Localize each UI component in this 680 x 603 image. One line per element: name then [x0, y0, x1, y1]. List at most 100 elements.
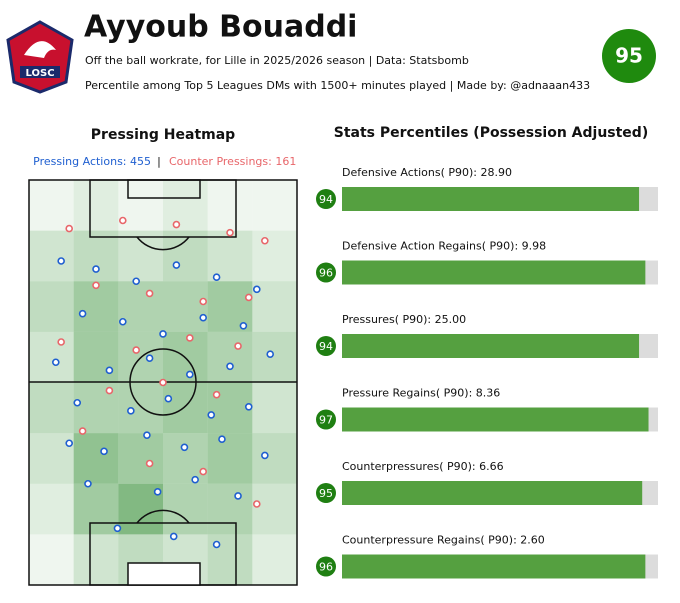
action-point: [172, 261, 181, 269]
stat-label: Defensive Actions( P90): 28.90: [342, 166, 512, 179]
action-point: [218, 435, 226, 444]
heat-cell: [207, 180, 253, 231]
heat-cell: [73, 483, 119, 535]
action-point: [105, 366, 114, 375]
action-point: [105, 386, 114, 395]
bar: [342, 260, 646, 285]
heat-cell: [73, 281, 119, 332]
bar-chart: Defensive Actions( P90): 28.90 94 Defensiv…: [316, 166, 658, 579]
heat-cell: [252, 230, 297, 282]
heat-cell: [252, 534, 297, 585]
action-point: [132, 346, 140, 354]
action-point: [186, 334, 194, 342]
action-point: [199, 313, 207, 322]
percentile-label: 94: [319, 340, 333, 353]
heat-cell: [207, 230, 253, 282]
action-point: [153, 488, 162, 496]
action-point: [84, 479, 92, 488]
heatmap-title: Pressing Heatmap: [91, 127, 235, 143]
action-point: [92, 265, 100, 273]
percentile-badge: [316, 483, 336, 503]
action-point: [191, 475, 199, 484]
heat-cell: [29, 230, 74, 282]
action-point: [159, 330, 167, 338]
action-point: [212, 390, 221, 399]
percentile-badge: [316, 556, 336, 577]
heat-cell: [163, 483, 208, 535]
bar: [342, 554, 646, 579]
heat-cell: [73, 433, 119, 484]
action-point: [169, 532, 178, 541]
heat-cell: [163, 230, 208, 282]
bar: [342, 334, 640, 358]
heat-cell: [73, 230, 119, 282]
heat-cell: [29, 382, 74, 434]
bars-title: Stats Percentiles (Possession Adjusted): [334, 125, 648, 141]
stat-label: Counterpressures( P90): 6.66: [342, 460, 504, 473]
action-point: [132, 277, 140, 286]
stat-label: Pressures( P90): 25.00: [342, 313, 466, 326]
action-point: [65, 439, 73, 448]
action-point: [266, 350, 275, 358]
action-point: [92, 281, 100, 290]
heat-cell: [163, 382, 208, 434]
heat-cell: [73, 331, 119, 383]
action-point: [234, 492, 242, 500]
title: Ayyoub Bouaddi: [84, 10, 357, 45]
heat-cell: [252, 331, 297, 383]
action-point: [164, 394, 173, 403]
action-point: [145, 354, 154, 363]
action-point: [127, 407, 135, 415]
percentile-label: 95: [319, 487, 333, 500]
heat-cell: [252, 483, 297, 535]
heat-cell: [252, 180, 297, 231]
note: Percentile among Top 5 Leagues DMs with …: [85, 79, 590, 92]
action-point: [234, 342, 242, 350]
percentile-label: 94: [319, 193, 333, 206]
heat-cell: [118, 230, 163, 282]
action-point: [57, 257, 65, 265]
heat-cell: [163, 433, 208, 484]
action-point: [239, 321, 248, 330]
action-point: [57, 338, 65, 346]
logo-dog: [24, 41, 56, 58]
action-point: [159, 378, 167, 387]
bar: [342, 407, 649, 432]
action-point: [119, 317, 127, 326]
percentile-badge: [316, 409, 336, 430]
rating: 95: [615, 44, 643, 68]
action-point: [261, 451, 269, 460]
action-point: [113, 524, 122, 533]
percentile-label: 96: [319, 561, 333, 574]
heat-cell: [252, 382, 297, 434]
action-point: [244, 293, 253, 302]
rating-badge: [602, 29, 656, 83]
action-point: [226, 362, 234, 371]
heat-cell: [29, 483, 74, 535]
heat-cell: [29, 331, 74, 383]
heat-cell: [207, 433, 253, 484]
action-point: [252, 500, 261, 508]
percentile-badge: [316, 262, 336, 283]
action-point: [244, 402, 253, 411]
logo-band: [20, 66, 60, 78]
legend-entry: Pressing Actions: 455: [33, 155, 151, 168]
heat-cell: [252, 433, 297, 484]
action-point: [261, 236, 269, 245]
heat-cell: [73, 534, 119, 585]
action-point: [143, 431, 151, 439]
logo-text: LOSC: [25, 68, 54, 79]
stat-label: Pressure Regains( P90): 8.36: [342, 387, 500, 400]
stat-label: Counterpressure Regains( P90): 2.60: [342, 534, 545, 547]
action-point: [145, 459, 154, 468]
bar: [342, 187, 640, 211]
action-point: [78, 427, 87, 435]
action-point: [252, 285, 261, 294]
heat-cell: [118, 382, 163, 434]
percentile-badge: [316, 189, 336, 209]
action-point: [186, 370, 194, 379]
legend-entry: Counter Pressings: 161: [169, 155, 296, 168]
percentile-badge: [316, 336, 336, 356]
heat-cell: [207, 331, 253, 383]
